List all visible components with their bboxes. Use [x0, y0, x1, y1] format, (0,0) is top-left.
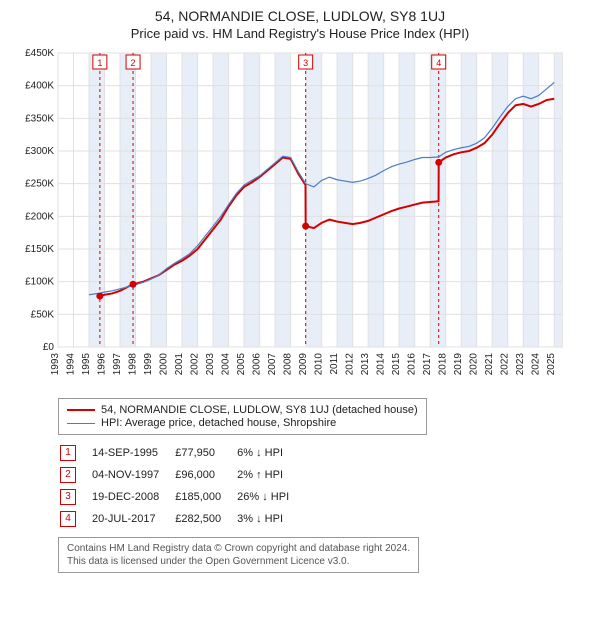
svg-text:2025: 2025: [546, 353, 557, 376]
page-subtitle: Price paid vs. HM Land Registry's House …: [10, 26, 590, 41]
legend-label-2: HPI: Average price, detached house, Shro…: [101, 417, 336, 429]
svg-text:2016: 2016: [407, 353, 418, 376]
svg-text:2003: 2003: [205, 353, 216, 376]
svg-text:2000: 2000: [159, 353, 170, 376]
svg-text:2022: 2022: [500, 353, 511, 376]
footer-line2: This data is licensed under the Open Gov…: [67, 555, 410, 568]
chart-svg: £0 £50K £100K £150K £200K £250K £300K £350K £400…: [10, 47, 570, 387]
sale-price: £185,000: [175, 487, 235, 507]
svg-text:2013: 2013: [360, 353, 371, 376]
svg-text:2014: 2014: [376, 353, 387, 376]
svg-text:£350K: £350K: [25, 113, 54, 124]
svg-text:1997: 1997: [112, 353, 123, 376]
sale-row: 3 19-DEC-2008£185,00026% ↓ HPI: [60, 487, 303, 507]
svg-text:£0: £0: [43, 342, 55, 353]
legend: 54, NORMANDIE CLOSE, LUDLOW, SY8 1UJ (de…: [58, 398, 427, 435]
svg-text:1993: 1993: [50, 353, 61, 376]
svg-text:£400K: £400K: [25, 81, 54, 92]
legend-swatch-1: [67, 409, 95, 411]
sale-marker-icon: 3: [60, 489, 76, 505]
svg-text:£200K: £200K: [25, 211, 54, 222]
sale-row: 4 20-JUL-2017£282,5003% ↓ HPI: [60, 509, 303, 529]
sale-row: 1 14-SEP-1995£77,9506% ↓ HPI: [60, 443, 303, 463]
legend-swatch-2: [67, 423, 95, 424]
svg-text:2017: 2017: [422, 353, 433, 376]
svg-text:2008: 2008: [283, 353, 294, 376]
chart: £0 £50K £100K £150K £200K £250K £300K £350K £400…: [10, 47, 590, 392]
svg-text:2002: 2002: [190, 353, 201, 376]
svg-text:2: 2: [131, 58, 136, 68]
page-container: 54, NORMANDIE CLOSE, LUDLOW, SY8 1UJ Pri…: [0, 0, 600, 579]
sale-date: 20-JUL-2017: [92, 509, 173, 529]
sale-diff: 2% ↑ HPI: [237, 465, 303, 485]
svg-text:2024: 2024: [531, 353, 542, 376]
sale-date: 14-SEP-1995: [92, 443, 173, 463]
svg-text:1999: 1999: [143, 353, 154, 376]
sales-table: 114-SEP-1995£77,9506% ↓ HPI204-NOV-1997£…: [58, 441, 305, 531]
svg-text:£250K: £250K: [25, 179, 54, 190]
sale-diff: 26% ↓ HPI: [237, 487, 303, 507]
sale-marker-icon: 1: [60, 445, 76, 461]
sale-diff: 6% ↓ HPI: [237, 443, 303, 463]
svg-text:2009: 2009: [298, 353, 309, 376]
sale-marker-icon: 2: [60, 467, 76, 483]
sale-price: £77,950: [175, 443, 235, 463]
svg-text:1998: 1998: [128, 353, 139, 376]
svg-text:2005: 2005: [236, 353, 247, 376]
svg-text:2006: 2006: [252, 353, 263, 376]
svg-text:2011: 2011: [329, 353, 340, 375]
svg-text:£150K: £150K: [25, 244, 54, 255]
svg-text:4: 4: [436, 58, 441, 68]
legend-row: HPI: Average price, detached house, Shro…: [67, 417, 418, 429]
svg-text:1994: 1994: [66, 353, 77, 376]
svg-text:£100K: £100K: [25, 277, 54, 288]
svg-text:£450K: £450K: [25, 48, 54, 59]
footer-attribution: Contains HM Land Registry data © Crown c…: [58, 537, 419, 573]
sale-marker-icon: 4: [60, 511, 76, 527]
svg-text:2012: 2012: [345, 353, 356, 376]
sale-price: £96,000: [175, 465, 235, 485]
footer-line1: Contains HM Land Registry data © Crown c…: [67, 542, 410, 555]
svg-text:£300K: £300K: [25, 146, 54, 157]
svg-text:2010: 2010: [314, 353, 325, 376]
sale-date: 19-DEC-2008: [92, 487, 173, 507]
sale-diff: 3% ↓ HPI: [237, 509, 303, 529]
svg-text:2020: 2020: [469, 353, 480, 376]
legend-label-1: 54, NORMANDIE CLOSE, LUDLOW, SY8 1UJ (de…: [101, 404, 418, 416]
svg-text:£50K: £50K: [31, 309, 55, 320]
svg-text:2019: 2019: [453, 353, 464, 376]
svg-text:2021: 2021: [484, 353, 495, 376]
svg-text:3: 3: [303, 58, 308, 68]
svg-text:2007: 2007: [267, 353, 278, 376]
svg-text:2018: 2018: [438, 353, 449, 376]
sale-date: 04-NOV-1997: [92, 465, 173, 485]
sale-price: £282,500: [175, 509, 235, 529]
svg-text:2023: 2023: [515, 353, 526, 376]
svg-text:1995: 1995: [81, 353, 92, 376]
sale-row: 2 04-NOV-1997£96,0002% ↑ HPI: [60, 465, 303, 485]
svg-text:2015: 2015: [391, 353, 402, 376]
svg-text:2001: 2001: [174, 353, 185, 376]
svg-text:2004: 2004: [221, 353, 232, 376]
legend-row: 54, NORMANDIE CLOSE, LUDLOW, SY8 1UJ (de…: [67, 404, 418, 416]
svg-text:1996: 1996: [97, 353, 108, 376]
page-title: 54, NORMANDIE CLOSE, LUDLOW, SY8 1UJ: [10, 8, 590, 24]
svg-text:1: 1: [97, 58, 102, 68]
